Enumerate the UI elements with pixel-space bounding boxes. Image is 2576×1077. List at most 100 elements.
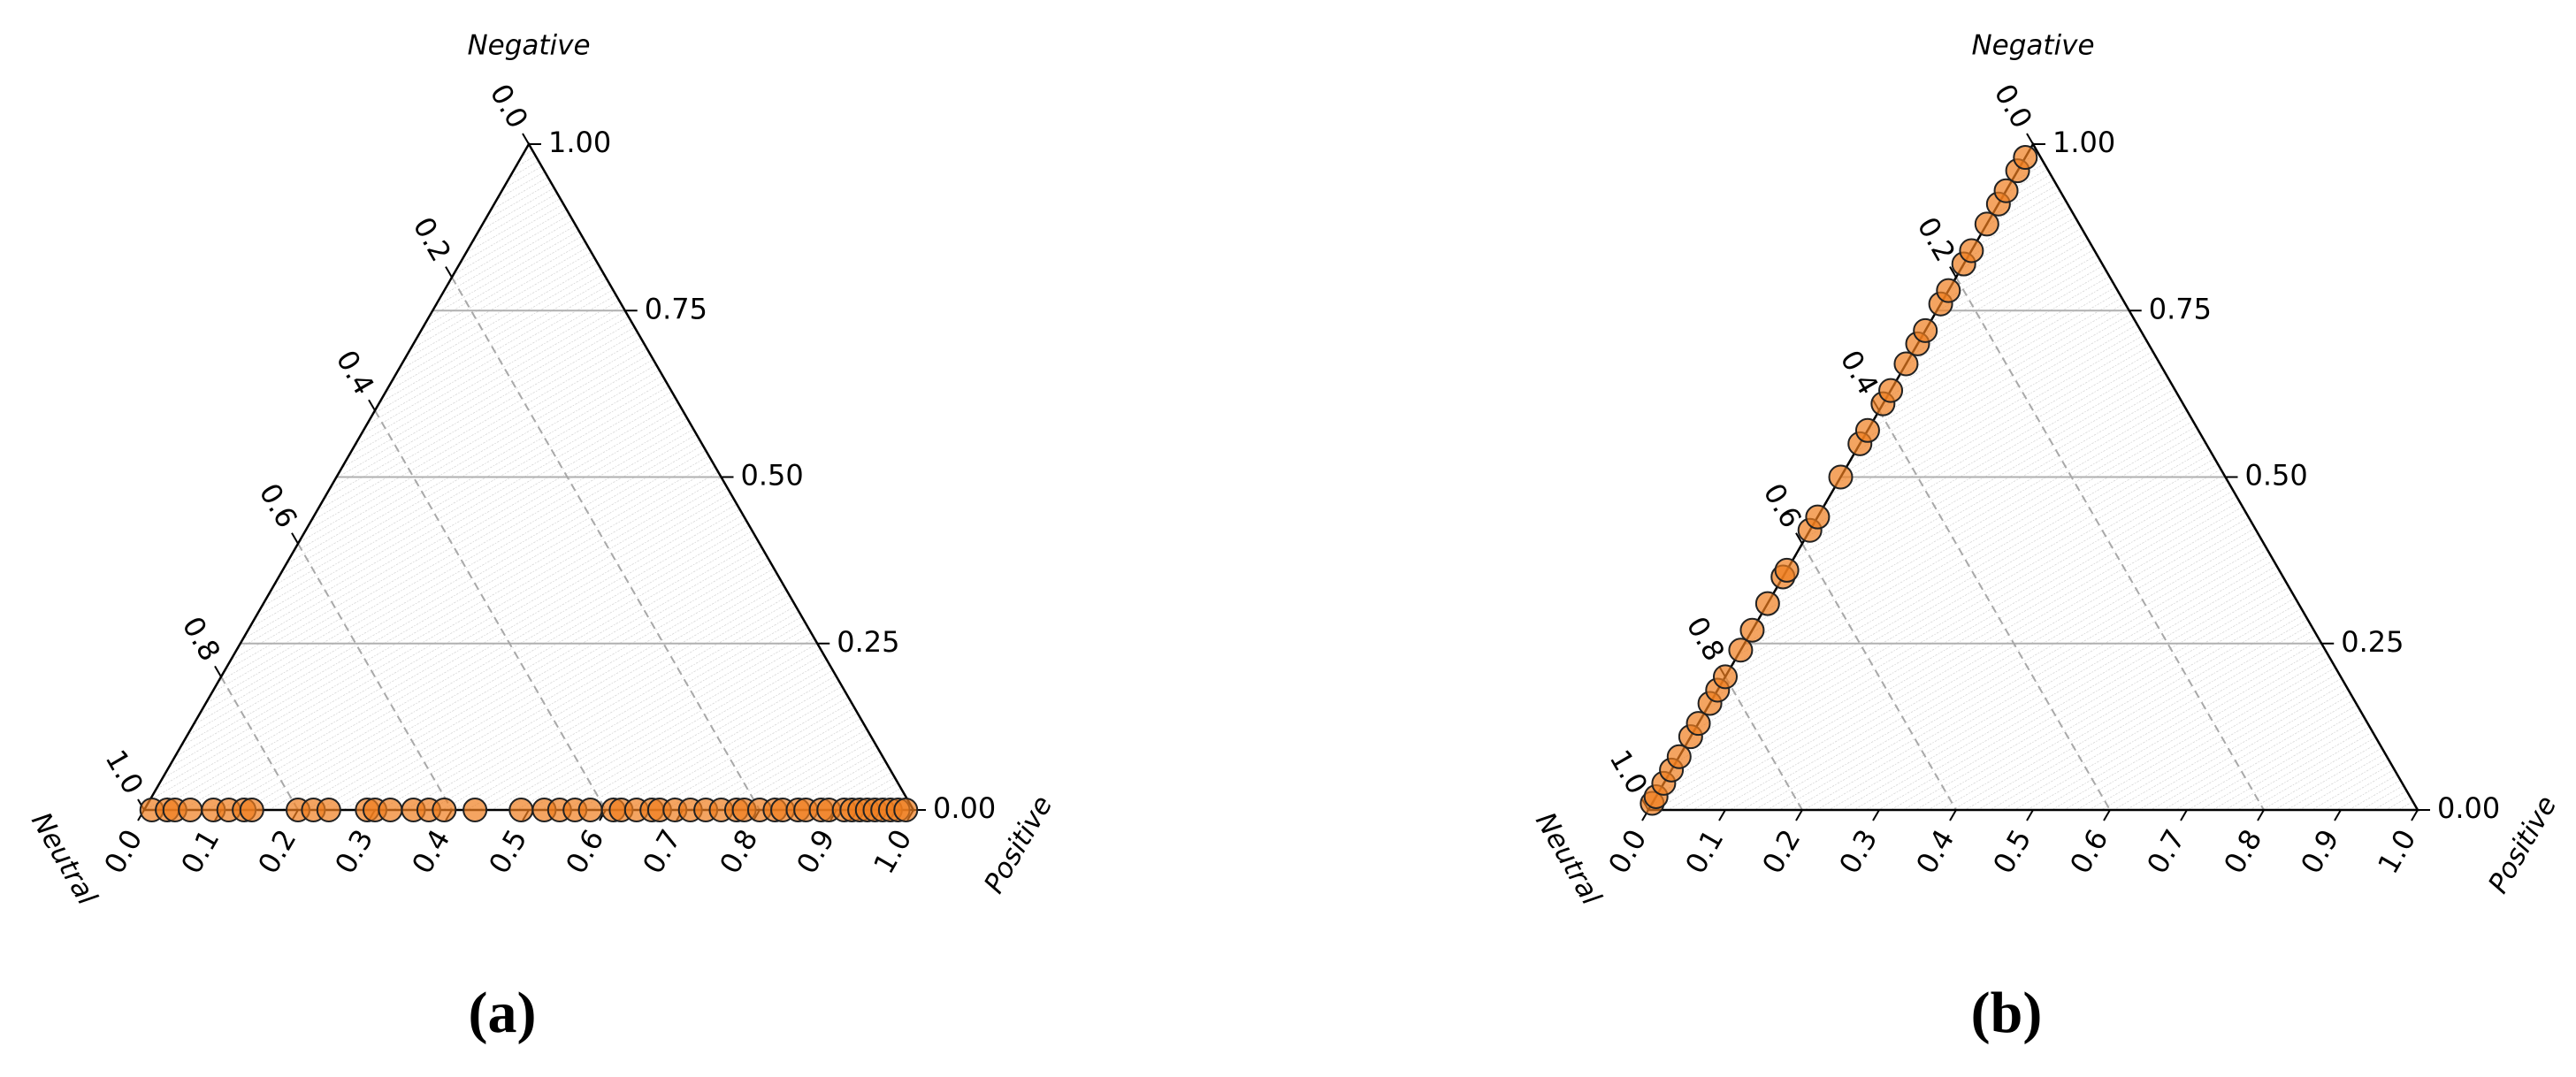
right-tick-label: 0.25	[837, 625, 899, 659]
data-point	[1828, 464, 1854, 490]
tick-mark	[291, 532, 299, 545]
bottom-tick-label: 0.5	[1986, 823, 2037, 879]
data-point	[508, 798, 534, 822]
bottom-tick-label: 1.0	[2371, 823, 2422, 879]
bottom-tick-label: 0.9	[790, 823, 841, 879]
tick-mark	[445, 266, 453, 279]
data-point	[1959, 238, 1984, 264]
bottom-tick-label: 0.0	[97, 823, 149, 879]
tick-mark	[1718, 809, 1726, 821]
tick-mark	[1949, 809, 1957, 821]
data-point	[1854, 417, 1880, 443]
grid-line	[451, 277, 761, 811]
tick-mark	[2180, 809, 2188, 821]
bottom-tick-label: 0.5	[482, 823, 533, 879]
right-tick-label: 1.00	[2052, 126, 2115, 159]
data-point	[1805, 504, 1831, 530]
bottom-tick-label: 0.8	[713, 823, 764, 879]
data-point	[1774, 557, 1800, 583]
bottom-tick-label: 0.6	[559, 823, 610, 879]
right-tick-label: 0.25	[2341, 625, 2404, 659]
bottom-tick-label: 0.7	[636, 823, 687, 879]
data-point	[432, 798, 457, 822]
right-tick-label: 0.75	[2149, 292, 2212, 325]
tick-mark	[2411, 809, 2419, 821]
data-point	[378, 798, 403, 822]
data-point	[1754, 591, 1780, 616]
bottom-tick-label: 0.2	[1755, 823, 1807, 879]
left-tick-label: 0.4	[1834, 345, 1885, 401]
right-tick-label: 0.00	[933, 791, 996, 825]
bottom-tick-label: 0.3	[1832, 823, 1884, 879]
left-axis-label: Neutral	[25, 807, 103, 911]
bottom-tick-label: 0.6	[2063, 823, 2114, 879]
top-axis-label: Negative	[467, 30, 590, 62]
left-tick-label: 0.4	[330, 345, 381, 401]
data-point	[1993, 178, 2019, 203]
right-tick-label: 0.50	[741, 459, 804, 493]
data-point	[1713, 664, 1738, 690]
data-point	[1685, 711, 1711, 737]
ternary-plot: 0.00 0.25 0.50 0.75 1.00 0.0 0.2 0.4 0.6 0.8 1.0 0.…	[25, 30, 1059, 1046]
bottom-tick-label: 0.1	[174, 823, 225, 879]
data-point	[1974, 211, 1999, 237]
top-axis-label: Negative	[1971, 30, 2094, 62]
bottom-tick-label: 0.2	[251, 823, 302, 879]
panel-label: (b)	[1971, 981, 2043, 1045]
data-point	[1739, 617, 1765, 643]
bottom-tick-label: 0.8	[2217, 823, 2268, 879]
grid-line	[374, 409, 607, 811]
data-point	[1893, 351, 1919, 377]
data-point	[1913, 317, 1938, 343]
bottom-tick-label: 0.4	[1909, 823, 1961, 879]
tick-mark	[522, 133, 530, 145]
data-point	[893, 798, 919, 822]
data-point	[462, 798, 488, 822]
bottom-tick-label: 0.7	[2140, 823, 2191, 879]
bottom-tick-label: 0.9	[2294, 823, 2345, 879]
data-point	[1936, 278, 1961, 303]
data-point	[178, 798, 203, 822]
bottom-tick-label: 0.3	[328, 823, 379, 879]
tick-mark	[2026, 133, 2034, 145]
left-tick-label: 1.0	[99, 744, 150, 799]
ternary-plot: 0.00 0.25 0.50 0.75 1.00 0.0 0.2 0.4 0.6 0.8 1.0 0.…	[1529, 30, 2563, 1046]
right-tick-label: 0.50	[2245, 459, 2308, 493]
right-tick-label: 1.00	[548, 126, 611, 159]
left-tick-label: 0.6	[253, 477, 304, 533]
data-point	[1728, 638, 1754, 663]
grid-line	[1955, 277, 2265, 811]
left-tick-label: 0.0	[1988, 78, 2039, 134]
left-tick-label: 0.8	[1680, 611, 1731, 667]
data-point	[577, 798, 603, 822]
data-point	[2013, 145, 2038, 171]
tick-mark	[214, 665, 222, 677]
panel-label: (a)	[469, 981, 537, 1045]
tick-mark	[368, 399, 376, 411]
grid-line	[1878, 409, 2111, 811]
left-tick-label: 0.0	[484, 78, 535, 134]
right-tick-label: 0.75	[645, 292, 707, 325]
tick-mark	[2257, 809, 2265, 821]
left-tick-label: 0.2	[407, 211, 458, 267]
tick-mark	[2103, 809, 2111, 821]
data-point	[239, 798, 264, 822]
bottom-tick-label: 0.4	[405, 823, 456, 879]
bottom-tick-label: 0.1	[1678, 823, 1730, 879]
tick-mark	[1795, 532, 1803, 545]
grid-line	[297, 543, 453, 811]
tick-mark	[1872, 809, 1880, 821]
tick-mark	[2334, 809, 2342, 821]
bottom-tick-label: 1.0	[867, 823, 918, 879]
data-point	[1878, 378, 1904, 403]
tick-mark	[1949, 266, 1957, 279]
grid-line	[1801, 543, 1957, 811]
data-point	[1666, 744, 1692, 769]
data-point	[316, 798, 341, 822]
tick-mark	[2026, 809, 2034, 821]
tick-mark	[1795, 809, 1803, 821]
right-tick-label: 0.00	[2437, 791, 2500, 825]
left-axis-label: Neutral	[1529, 807, 1608, 911]
